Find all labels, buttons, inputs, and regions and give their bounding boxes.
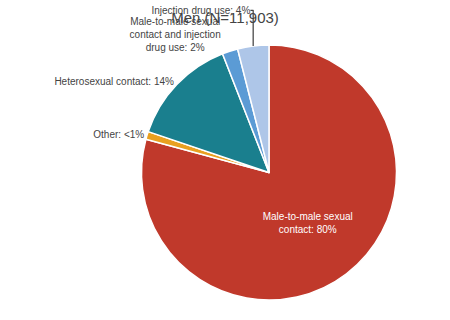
svg-text:Male-to-male sexualcontact: 80: Male-to-male sexualcontact: 80% [263, 211, 353, 235]
svg-text:Male-to-male sexualcontact and: Male-to-male sexualcontact and injection… [130, 16, 221, 53]
svg-text:Men (N=11,903): Men (N=11,903) [171, 9, 279, 26]
svg-text:Other: <1%: Other: <1% [93, 129, 144, 140]
svg-text:Heterosexual contact: 14%: Heterosexual contact: 14% [54, 76, 174, 87]
svg-text:Injection drug use: 4%: Injection drug use: 4% [151, 5, 250, 16]
